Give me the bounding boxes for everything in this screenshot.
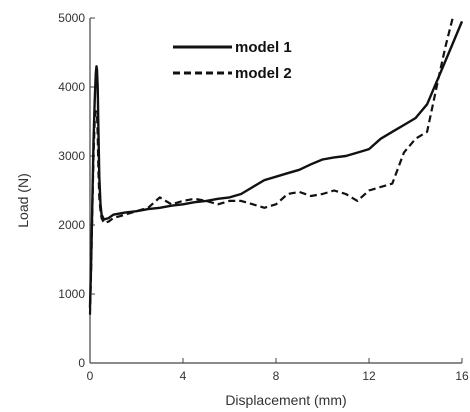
legend-label: model 2 xyxy=(235,65,292,82)
y-tick-label: 1000 xyxy=(58,287,85,301)
x-tick-label: 4 xyxy=(180,369,187,383)
ticks: 0 4 8 12 16 0 1000 2000 3000 4000 5000 xyxy=(58,11,469,383)
x-tick-label: 16 xyxy=(455,369,469,383)
y-axis-label: Load (N) xyxy=(15,173,31,227)
plot-area xyxy=(88,17,464,315)
x-tick-label: 0 xyxy=(87,369,94,383)
x-axis-label: Displacement (mm) xyxy=(225,392,346,408)
legend: model 1 model 2 xyxy=(173,39,292,82)
y-tick-label: 0 xyxy=(78,356,85,370)
y-tick-label: 5000 xyxy=(58,11,85,25)
legend-label: model 1 xyxy=(235,39,292,56)
y-tick-label: 4000 xyxy=(58,80,85,94)
x-tick-label: 8 xyxy=(273,369,280,383)
x-tick-label: 12 xyxy=(362,369,376,383)
y-tick-label: 3000 xyxy=(58,149,85,163)
series-line-model-1 xyxy=(88,20,464,308)
series-line-model-2 xyxy=(88,17,454,315)
y-tick-label: 2000 xyxy=(58,218,85,232)
